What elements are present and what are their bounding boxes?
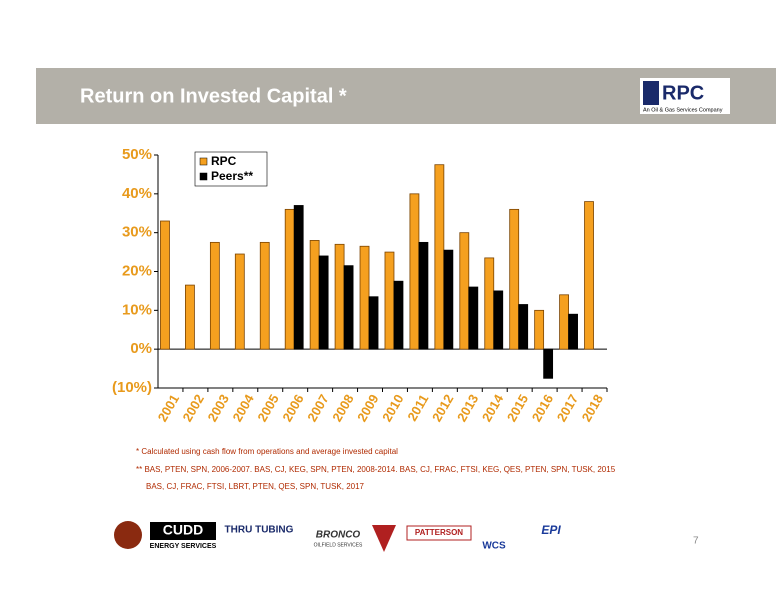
logo-text: EPI: [541, 523, 561, 537]
x-tick-label: 2016: [529, 392, 556, 425]
bar: [234, 253, 245, 350]
logo-text: CUDD: [163, 522, 203, 538]
bar: [309, 240, 320, 350]
x-tick-label: 2010: [379, 392, 406, 425]
x-tick-label: 2013: [454, 392, 481, 425]
footnote: BAS, CJ, FRAC, FTSI, LBRT, PTEN, QES, SP…: [146, 482, 365, 491]
logo-tagline: An Oil & Gas Services Company: [643, 107, 723, 113]
bar: [509, 208, 520, 350]
x-tick-label: 2014: [479, 391, 507, 424]
bar: [334, 243, 345, 350]
legend-box: [194, 151, 268, 187]
x-tick-label: 2015: [504, 392, 531, 425]
logo-text: OILFIELD SERVICES: [314, 542, 363, 548]
y-tick-label: 0%: [130, 340, 152, 357]
legend-swatch: [199, 157, 208, 166]
logo-mark: [372, 525, 396, 552]
logo-mark: [114, 521, 142, 549]
y-tick-label: 10%: [122, 301, 152, 318]
bar: [259, 241, 270, 350]
bar: [284, 208, 295, 350]
x-tick-label: 2018: [579, 392, 606, 425]
logo-text: WCS: [482, 541, 506, 552]
y-tick-label: 40%: [122, 185, 152, 202]
x-tick-label: 2004: [229, 391, 257, 424]
bar: [534, 309, 545, 350]
logo-mark: [406, 525, 472, 541]
x-tick-label: 2007: [304, 392, 331, 425]
y-tick-label: 30%: [122, 224, 152, 241]
slide-title: Return on Invested Capital *: [80, 85, 347, 107]
footnote: * Calculated using cash flow from operat…: [136, 447, 398, 456]
y-tick-label: 20%: [122, 262, 152, 279]
bar: [484, 257, 495, 350]
x-tick-label: 2001: [155, 392, 182, 425]
bar: [443, 249, 454, 350]
logo-text: ENERGY SERVICES: [150, 543, 217, 550]
bar: [459, 232, 470, 350]
x-tick-label: 2003: [204, 392, 231, 425]
x-tick-label: 2006: [279, 392, 306, 425]
bar: [359, 245, 370, 350]
logo-text: RPC: [662, 82, 704, 104]
x-tick-label: 2002: [180, 392, 207, 425]
x-tick-label: 2008: [329, 392, 356, 425]
bar: [160, 220, 170, 350]
page-number: 7: [693, 536, 699, 547]
bar: [293, 205, 304, 350]
bar: [418, 241, 429, 350]
logo-icon: [643, 81, 659, 105]
y-tick-label: (10%): [112, 379, 152, 396]
bar: [209, 241, 220, 350]
footnote: ** BAS, PTEN, SPN, 2006-2007. BAS, CJ, K…: [136, 465, 616, 474]
x-tick-label: 2011: [404, 392, 431, 424]
bar: [368, 296, 379, 350]
bar: [568, 313, 578, 350]
bar: [384, 251, 395, 350]
bar: [559, 294, 569, 350]
bar: [518, 304, 529, 350]
bar: [409, 193, 420, 350]
logo-text: PATTERSON: [415, 528, 463, 537]
legend-label: RPC: [211, 154, 237, 168]
legend-swatch: [199, 172, 208, 181]
bar: [393, 280, 404, 350]
bar: [185, 284, 195, 350]
bar: [343, 265, 354, 350]
logo-text: THRU TUBING: [225, 525, 294, 536]
legend-label: Peers**: [211, 169, 253, 183]
bar: [584, 201, 594, 350]
x-tick-label: 2017: [554, 392, 581, 425]
bar: [543, 348, 554, 379]
bar: [318, 255, 329, 350]
x-tick-label: 2012: [429, 392, 456, 425]
bar: [493, 290, 504, 350]
logo-mark: [150, 522, 216, 540]
logo-text: BRONCO: [316, 530, 361, 541]
y-tick-label: 50%: [122, 146, 152, 163]
chart: (10%)0%10%20%30%40%50%200120022003200420…: [112, 146, 608, 425]
bar: [468, 286, 479, 350]
x-tick-label: 2009: [354, 392, 381, 425]
bar: [434, 164, 445, 350]
x-tick-label: 2005: [254, 392, 281, 425]
logo-row: CUDD ENERGY SERVICES THRU TUBING BRONCO …: [114, 521, 561, 552]
